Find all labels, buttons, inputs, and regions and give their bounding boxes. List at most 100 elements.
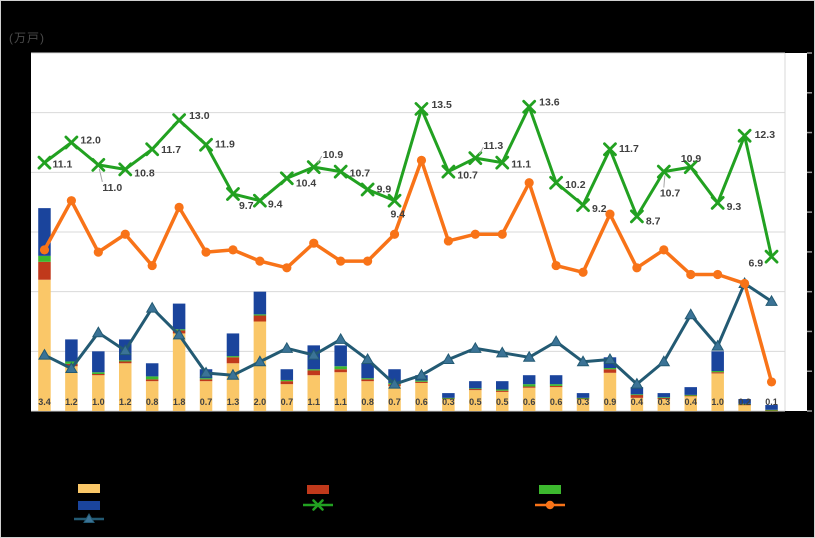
bar-segment-green: [38, 255, 51, 262]
circle-marker: [174, 202, 184, 212]
bar-segment-amber: [576, 399, 590, 411]
green-value-label: 9.7: [239, 200, 254, 212]
green-value-label: 10.7: [350, 168, 371, 180]
triangle-marker: [630, 377, 644, 389]
green-value-label: 10.7: [457, 170, 478, 182]
x-marker: [629, 209, 644, 224]
bar-segment-red: [415, 381, 428, 383]
bar-segment-green: [280, 379, 294, 382]
bar-segment-green: [630, 394, 644, 396]
x-marker: [764, 249, 779, 264]
bar-segment-blue: [145, 363, 159, 377]
bar-segment-blue: [522, 375, 536, 385]
orange-line: [42, 158, 774, 383]
bar-total-label: 0.4: [631, 397, 644, 407]
bar-segment-amber: [711, 373, 724, 411]
triangle-marker: [172, 328, 186, 340]
bar-segment-green: [684, 394, 697, 396]
bar-segment-amber: [415, 382, 428, 411]
bar-segment-amber: [307, 375, 320, 411]
circle-marker: [740, 278, 750, 289]
x-marker: [360, 182, 375, 197]
bar-total-label: 1.0: [92, 397, 105, 407]
bar-total-label: 0.3: [442, 397, 455, 407]
x-marker: [576, 198, 590, 213]
circle-marker: [389, 229, 400, 239]
bar-segment-amber: [603, 372, 617, 411]
triangle-marker: [576, 355, 590, 367]
circle-marker: [551, 260, 561, 271]
x-marker: [91, 157, 106, 172]
legend-triangle-marker: [83, 513, 95, 523]
bar-segment-red: [549, 385, 563, 388]
green-value-label: 9.3: [727, 201, 742, 213]
green-value-label: 10.8: [134, 167, 155, 179]
x-marker: [252, 193, 267, 208]
green-line: [43, 105, 773, 257]
bar-segment-green: [738, 403, 751, 405]
green-value-label: 10.9: [323, 149, 344, 161]
bar-segment-red: [711, 372, 724, 374]
circle-marker: [659, 245, 669, 255]
legend-swatch-rect: [78, 484, 100, 493]
triangle-marker: [280, 341, 294, 353]
triangle-marker: [253, 355, 267, 367]
bar-total-label: 0.7: [281, 397, 294, 407]
bar-segment-amber: [334, 372, 347, 411]
green-value-label: 9.2: [592, 203, 607, 215]
green-value-label: 13.5: [431, 99, 452, 111]
triangle-marker: [495, 346, 509, 358]
bar-segment-blue: [657, 393, 671, 398]
circle-marker: [93, 247, 103, 257]
circle-marker: [443, 236, 453, 246]
circle-marker: [713, 269, 723, 280]
bar-segment-blue: [172, 303, 186, 330]
x-marker: [737, 128, 752, 143]
bar-segment-blue: [334, 345, 347, 367]
green-value-label: 9.4: [268, 199, 283, 211]
green-value-label: 12.0: [80, 135, 101, 147]
bar-segment-blue: [226, 333, 240, 357]
bar-segment-red: [307, 370, 320, 376]
circle-marker: [282, 263, 292, 273]
bar-segment-blue: [442, 393, 455, 398]
circle-marker: [416, 155, 427, 165]
bar-total-label: 1.3: [227, 397, 240, 407]
legend-swatch-rect: [78, 501, 100, 510]
triangle-marker: [145, 301, 159, 313]
bar-segment-red: [576, 398, 590, 400]
bar-total-label: 1.2: [119, 397, 132, 407]
green-value-label: 11.0: [102, 182, 122, 194]
x-marker: [387, 193, 402, 208]
bar-segment-blue: [469, 381, 482, 389]
x-marker: [279, 171, 294, 186]
bar-segment-green: [522, 384, 536, 387]
bar-segment-amber: [172, 333, 186, 411]
bar-segment-green: [119, 360, 132, 362]
bar-segment-red: [119, 361, 132, 364]
triangle-marker: [307, 348, 321, 360]
x-marker: [549, 175, 564, 190]
triangle-marker: [199, 366, 213, 378]
label-leader-line: [317, 155, 323, 164]
bar-segment-amber: [361, 381, 374, 411]
bar-segment-red: [496, 390, 509, 392]
triangle-marker: [388, 377, 401, 389]
bar-segment-green: [765, 409, 778, 411]
x-marker: [441, 164, 456, 179]
bar-segment-blue: [361, 363, 374, 379]
circle-marker: [120, 229, 130, 239]
bar-segment-blue: [549, 375, 563, 385]
triangle-marker: [468, 341, 482, 353]
x-marker: [199, 137, 213, 152]
bar-total-label: 0.6: [550, 397, 563, 407]
bar-segment-green: [415, 380, 428, 382]
bar-segment-amber: [442, 399, 455, 411]
green-value-label: 8.7: [646, 215, 661, 227]
x-marker: [226, 187, 240, 201]
bar-segment-red: [469, 388, 482, 391]
label-leader-line: [663, 175, 666, 188]
triangle-marker: [442, 353, 455, 365]
